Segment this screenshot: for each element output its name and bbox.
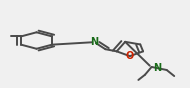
Text: O: O bbox=[126, 51, 134, 61]
Text: N: N bbox=[153, 63, 161, 73]
Text: N: N bbox=[90, 37, 98, 47]
